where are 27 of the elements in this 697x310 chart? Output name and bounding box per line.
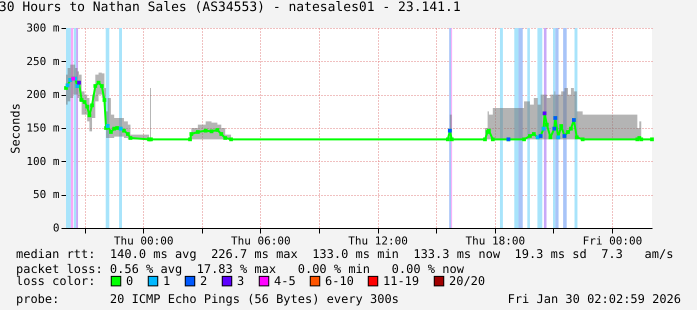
y-tick-label: 150 m [26,122,60,134]
x-tick-label: Thu 06:00 [231,234,291,248]
y-tick-label: 200 m [26,88,60,102]
legend-label: 11-19 [383,274,420,288]
legend-label: 3 [237,274,244,288]
legend-label: 2 [200,274,208,288]
legend-title: loss color: [16,274,96,288]
y-tick-label: 300 m [26,22,60,34]
x-tick-label: Thu 12:00 [348,234,408,248]
y-tick-label: 0 [52,222,60,234]
x-tick-label: Thu 00:00 [114,234,174,248]
legend-label: 4-5 [274,274,296,288]
text: probe: 20 ICMP Echo Pings (56 Bytes) every 300s [16,292,399,307]
legend-label: 1 [163,274,170,288]
y-tick-label: 250 m [26,54,60,68]
text: packet loss: 0.56 % avg 17.83 % max 0.00 % min 0.00 % now [16,262,464,276]
chart-title: 30 Hours to Nathan Sales (AS34553) - natesales01 - 23.141.1 [0,0,461,15]
text: Fri Jan 30 02:02:59 2026 [508,292,681,307]
y-tick-label: 100 m [26,154,60,168]
text: median rtt: 140.0 ms avg 226.7 ms max 133.0 ms min 133.3 ms now 19.3 ms sd 7.3 am/s [16,247,674,261]
legend-label: 20/20 [449,274,486,288]
y-axis-title: Seconds [8,103,22,154]
legend-label: 0 [126,274,134,288]
legend-label: 6-10 [325,274,354,288]
y-tick-label: 50 m [33,188,60,202]
x-tick-label: Thu 18:00 [465,234,526,248]
x-tick-label: Fri 00:00 [582,234,642,248]
